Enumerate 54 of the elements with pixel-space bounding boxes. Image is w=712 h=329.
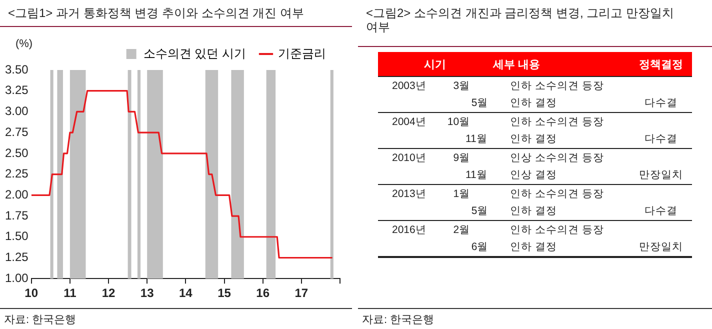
y-tick-label: 3.25 (4, 83, 29, 98)
category-label: 시기 (378, 52, 492, 76)
text: 6월 (471, 241, 488, 254)
text: 인상 결정 (510, 169, 558, 182)
text: 자료: 한국은행 (362, 313, 434, 327)
text: 2016년 2월 (392, 224, 470, 236)
text: 다수결 (644, 97, 678, 110)
y-tick-label: 1.00 (4, 270, 29, 285)
y-tick-label: 3.00 (4, 104, 29, 118)
y-tick-label: 2.50 (4, 146, 29, 160)
text: 2013년 1월 (392, 188, 470, 200)
x-tick-label: 16 (256, 286, 270, 300)
text: 인하 결정 (510, 133, 558, 146)
x-tick-label: 12 (102, 286, 116, 300)
text: 인하 결정 (510, 205, 558, 218)
text: 만장일치 (638, 241, 683, 254)
legend-label: 기준금리 (278, 46, 326, 60)
text: <그림2> 소수의견 개진과 금리정책 변경, 그리고 만장일치 여부 (366, 6, 676, 34)
y-tick-label: 2.75 (4, 124, 29, 139)
x-tick-label: 11 (64, 286, 77, 300)
text: 인하 소수의견 등장 (510, 80, 604, 92)
legend-label: 소수의견 있던 시기 (143, 46, 246, 60)
text: 인하 결정 (510, 241, 558, 254)
category-label: 정책결정 (630, 52, 692, 76)
x-tick-label: 17 (294, 286, 308, 300)
x-tick-label: 15 (218, 286, 232, 300)
y-tick-label: 1.75 (4, 208, 29, 222)
text: 다수결 (644, 205, 678, 218)
text: 2004년 10월 (392, 116, 470, 128)
text: 자료: 한국은행 (4, 313, 76, 327)
text: 11월 (466, 169, 488, 182)
text: 인하 소수의견 등장 (510, 116, 604, 128)
text: 2003년 3월 (392, 80, 470, 92)
text: 인하 소수의견 등장 (510, 224, 604, 236)
y-axis-title: (%) (15, 38, 33, 50)
text: 11월 (466, 133, 488, 146)
text: 2010년 9월 (392, 152, 470, 164)
category-label: 세부 내용 (492, 52, 630, 76)
y-tick-label: 2.25 (4, 166, 29, 181)
x-tick-label: 10 (24, 286, 38, 300)
x-tick-label: 14 (179, 286, 193, 300)
y-tick-label: 3.50 (4, 62, 29, 76)
text: 인하 소수의견 등장 (510, 188, 604, 200)
text: 5월 (471, 205, 488, 218)
y-tick-label: 1.50 (4, 229, 29, 244)
text: 다수결 (644, 133, 678, 146)
text: 5월 (471, 97, 488, 110)
y-tick-label: 2.00 (4, 187, 29, 202)
x-tick-label: 13 (140, 286, 154, 300)
text: 인상 소수의견 등장 (510, 152, 604, 164)
chart-title: <그림1> 과거 통화정책 변경 추이와 소수의견 개진 여부 (8, 6, 306, 20)
text: 인하 결정 (510, 97, 558, 110)
y-tick-label: 1.25 (4, 250, 29, 264)
text: 만장일치 (638, 169, 683, 182)
